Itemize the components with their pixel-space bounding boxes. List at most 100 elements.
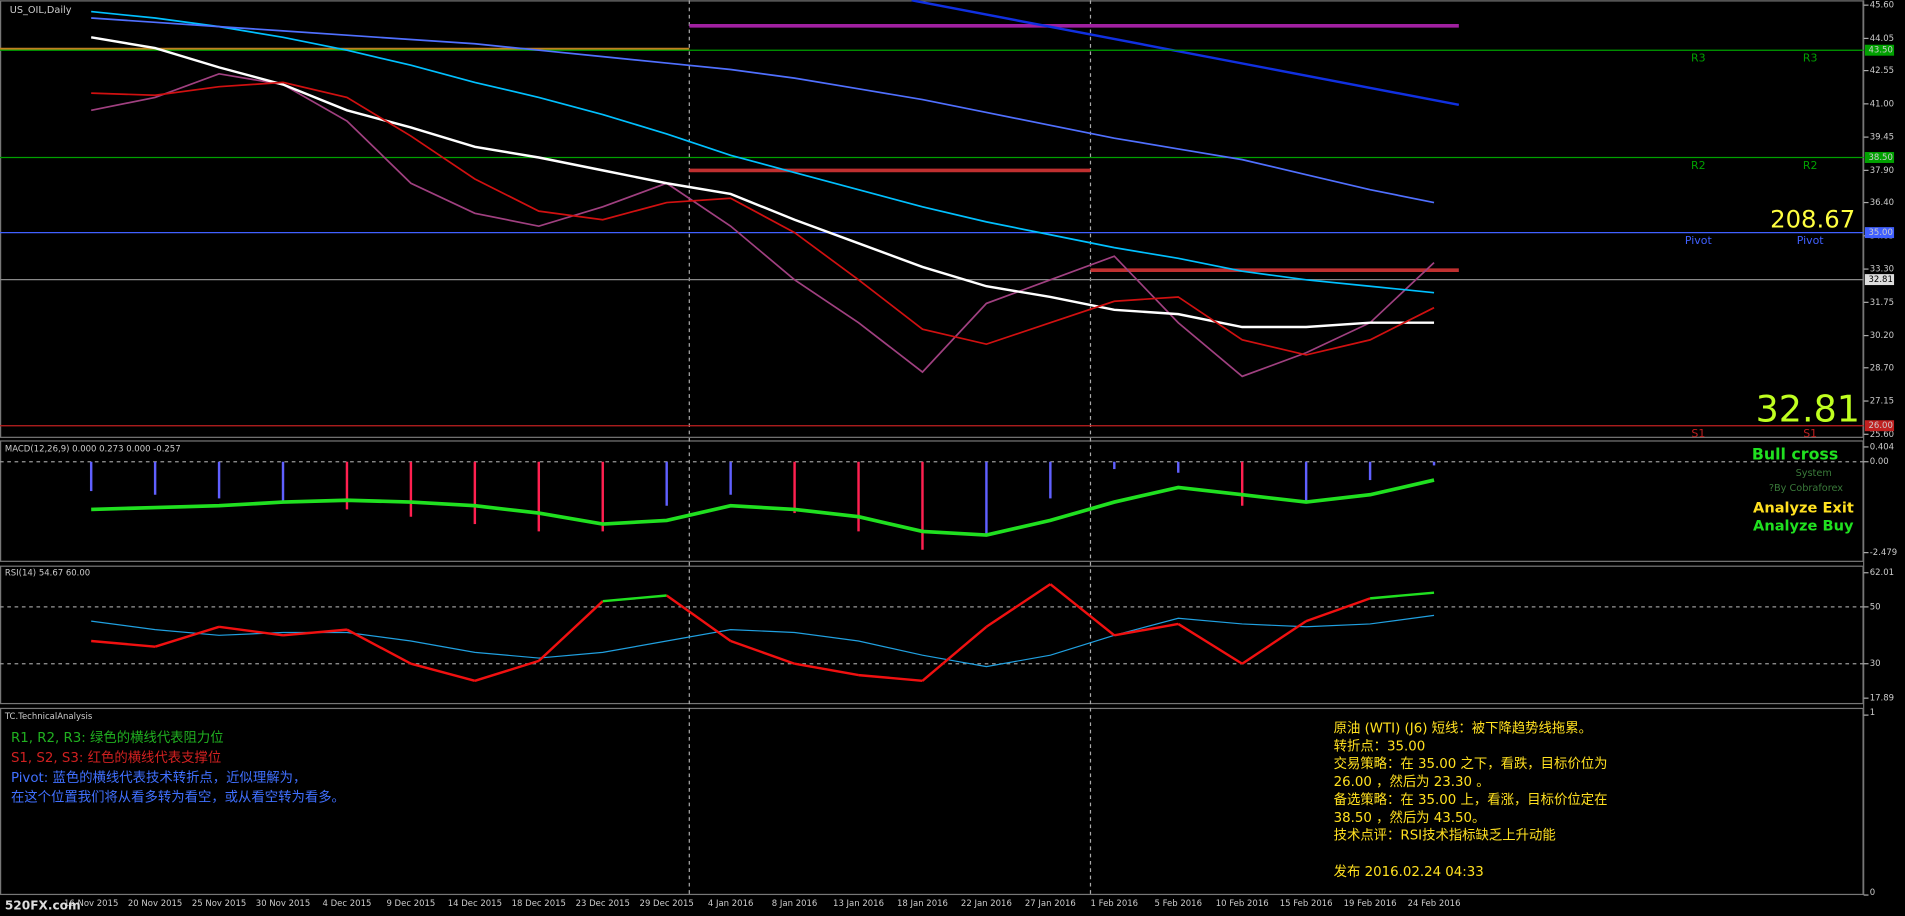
- panel-title: TC.TechnicalAnalysis: [4, 712, 93, 722]
- rsi-segment: [602, 594, 667, 603]
- logo: 520FX.com: [5, 898, 81, 912]
- y-tick-label: 33.30: [1870, 265, 1894, 275]
- big-value: 208.67: [1770, 204, 1855, 233]
- legend-line: S1, S2, S3: 红色的横线代表支撑位: [11, 749, 221, 766]
- y-tick-label: -2.479: [1870, 548, 1897, 558]
- x-tick-label: 1 Feb 2016: [1091, 899, 1139, 909]
- rsi-segment: [1369, 591, 1435, 600]
- level-label: R2: [1691, 159, 1706, 172]
- x-tick-label: 4 Jan 2016: [708, 899, 754, 909]
- x-tick-label: 14 Dec 2015: [448, 899, 502, 909]
- x-tick-label: 22 Jan 2016: [961, 899, 1012, 909]
- x-tick-label: 23 Dec 2015: [576, 899, 630, 909]
- level-label: Pivot: [1797, 234, 1825, 247]
- x-tick-label: 30 Nov 2015: [256, 899, 310, 909]
- chart-title: US_OIL,Daily: [10, 5, 72, 16]
- x-tick-label: 10 Feb 2016: [1216, 899, 1269, 909]
- y-tick-label: 45.60: [1870, 1, 1894, 11]
- x-tick-label: 8 Jan 2016: [772, 899, 818, 909]
- rsi-segment: [1049, 583, 1116, 637]
- x-tick-label: 5 Feb 2016: [1155, 899, 1203, 909]
- analyze-exit: Analyze Exit: [1753, 499, 1854, 516]
- system: System: [1796, 468, 1832, 479]
- analysis-line: 38.50 ，然后为 43.50。: [1334, 809, 1486, 826]
- level-value: 35.00: [1869, 228, 1893, 238]
- rsi-segment: [410, 662, 476, 682]
- x-tick-label: 27 Jan 2016: [1025, 899, 1076, 909]
- x-tick-label: 29 Dec 2015: [640, 899, 694, 909]
- y-tick-label: 31.75: [1870, 298, 1894, 308]
- rsi-segment: [474, 659, 540, 682]
- signal-line: [91, 478, 1435, 537]
- rsi-segment: [858, 673, 923, 683]
- rsi-segment: [282, 628, 348, 637]
- y-tick-label: 30: [1870, 659, 1881, 669]
- price-box: [1864, 274, 1895, 286]
- y-tick-label: 42.55: [1870, 66, 1894, 76]
- legend-line: R1, R2, R3: 绿色的横线代表阻力位: [11, 729, 224, 746]
- price-line: [90, 36, 1435, 329]
- analysis-line: 备选策略：在 35.00 上，看涨，目标价位定在: [1334, 791, 1608, 808]
- rsi-segment: [665, 594, 732, 642]
- level-label: R3: [1803, 52, 1818, 65]
- level-label: S1: [1803, 427, 1817, 440]
- level-value: 26.00: [1869, 421, 1893, 431]
- price-line: [91, 72, 1435, 378]
- big-price: 32.81: [1756, 388, 1860, 431]
- analysis-line: 转折点：35.00: [1334, 738, 1426, 754]
- y-tick-label: 0.00: [1870, 457, 1889, 467]
- published: 发布 2016.02.24 04:33: [1334, 864, 1484, 880]
- y-tick-label: 17.89: [1870, 694, 1894, 704]
- level-label: R2: [1803, 159, 1818, 172]
- rsi-segment: [1114, 622, 1179, 637]
- x-tick-label: 20 Nov 2015: [128, 899, 182, 909]
- x-tick-label: 15 Feb 2016: [1280, 899, 1333, 909]
- legend-line: 在这个位置我们将从看多转为看空，或从看空转为看多。: [11, 789, 345, 806]
- level-label: R3: [1691, 52, 1706, 65]
- y-tick-label: 50: [1870, 602, 1881, 612]
- x-tick-label: 18 Dec 2015: [512, 899, 566, 909]
- x-tick-label: 25 Nov 2015: [192, 899, 246, 909]
- y-tick-label: 1: [1870, 708, 1875, 718]
- y-tick-label: 41.00: [1870, 99, 1894, 109]
- rsi-segment: [91, 639, 156, 648]
- price-box: [1864, 152, 1895, 163]
- price-box: [1864, 44, 1895, 56]
- y-tick-label: 62.01: [1870, 568, 1894, 578]
- rsi-title: RSI(14) 54.67 60.00: [5, 568, 90, 578]
- analyze-buy: Analyze Buy: [1753, 518, 1854, 535]
- rsi-segment: [218, 625, 284, 637]
- y-tick-label: 25.60: [1870, 430, 1894, 440]
- rsi-segment: [346, 628, 412, 665]
- rsi-segment: [730, 639, 795, 665]
- rsi-segment: [537, 600, 604, 662]
- analysis-line: 原油 (WTI) (J6) 短线：被下降趋势线拖累。: [1334, 720, 1592, 736]
- macd-title: MACD(12,26,9) 0.000 0.273 0.000 -0.257: [5, 444, 181, 454]
- last-price: 32.81: [1869, 275, 1893, 285]
- period-separators: [688, 0, 1092, 896]
- y-tick-label: 37.90: [1870, 166, 1894, 176]
- y-tick-label: 39.45: [1870, 133, 1894, 143]
- credit: ?By Cobraforex: [1769, 483, 1843, 494]
- level-value: 43.50: [1869, 46, 1893, 56]
- y-tick-label: 36.40: [1870, 198, 1894, 208]
- level-label: S1: [1691, 427, 1705, 440]
- rsi-segment: [1177, 622, 1243, 665]
- analysis-line: 交易策略：在 35.00 之下，看跌，目标价位为: [1334, 755, 1608, 772]
- rsi-segment: [1241, 620, 1307, 665]
- analysis-line: 技术点评：RSI技术指标缺乏上升动能: [1334, 828, 1556, 844]
- bull-cross: Bull cross: [1752, 444, 1838, 463]
- y-tick-label: 0.404: [1870, 442, 1894, 452]
- price-box: [1864, 420, 1895, 432]
- rsi-segment: [154, 625, 220, 648]
- y-tick-label: 44.05: [1870, 34, 1894, 44]
- price-line: [91, 10, 1435, 294]
- y-tick-label: 27.15: [1870, 397, 1894, 407]
- x-tick-label: 4 Dec 2015: [323, 899, 372, 909]
- y-tick-label: 30.20: [1870, 331, 1894, 341]
- y-tick-label: 0: [1870, 888, 1875, 898]
- x-tick-label: 16 Nov 2015: [64, 899, 118, 909]
